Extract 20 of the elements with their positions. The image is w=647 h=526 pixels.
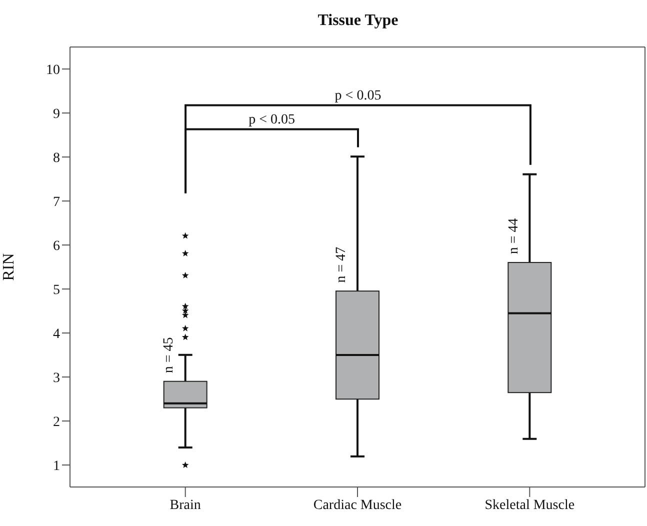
annotation: p < 0.05 — [334, 88, 382, 104]
annotation: n = 44 — [506, 218, 522, 254]
y-axis-title: RIN — [0, 252, 18, 281]
y-tick-label: 10 — [46, 62, 60, 78]
annotation: p < 0.05 — [248, 112, 295, 128]
y-tick-label: 3 — [53, 370, 60, 386]
y-tick-label: 9 — [53, 106, 60, 122]
x-tick-label: Cardiac Muscle — [313, 498, 402, 513]
chart-title: Tissue Type — [316, 12, 400, 30]
y-tick-label: 4 — [53, 326, 60, 342]
annotation: n = 47 — [334, 246, 349, 283]
y-tick-label: 1 — [53, 458, 60, 474]
x-tick-label: Skeletal Muscle — [484, 498, 575, 513]
y-tick-label: 6 — [53, 238, 60, 254]
annotation: n = 45 — [162, 337, 177, 374]
y-tick-label: 2 — [53, 414, 60, 430]
x-tick-label: Brain — [170, 498, 201, 513]
y-tick-label: 8 — [53, 150, 60, 166]
y-tick-label: 7 — [53, 194, 60, 210]
y-tick-label: 5 — [53, 282, 60, 298]
